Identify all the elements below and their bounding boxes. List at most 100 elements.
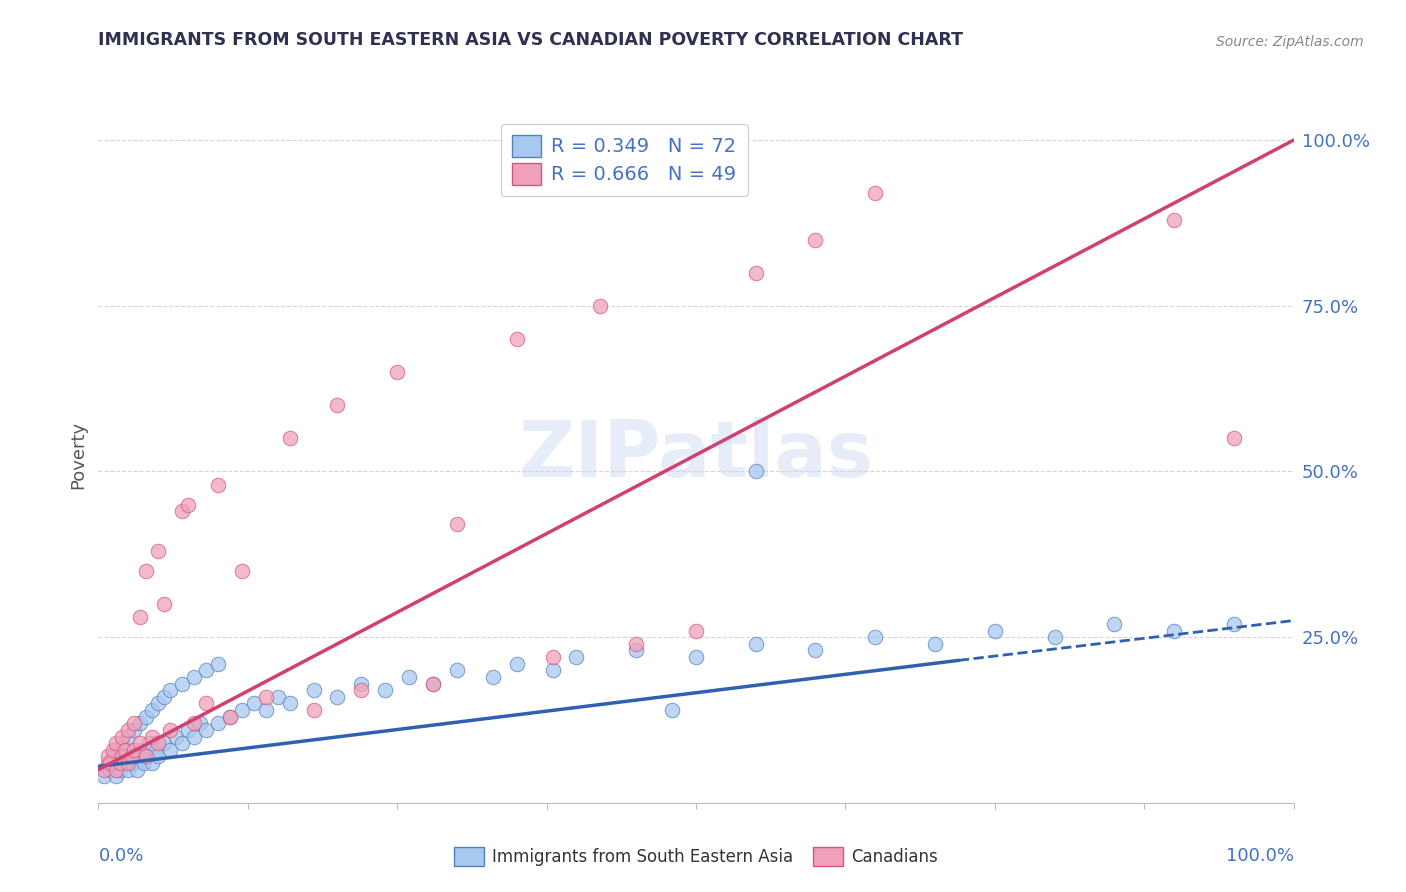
Point bbox=[141, 730, 163, 744]
Point bbox=[124, 716, 146, 731]
Point bbox=[804, 233, 827, 247]
Point bbox=[135, 709, 157, 723]
Point bbox=[101, 749, 124, 764]
Point bbox=[1222, 616, 1246, 631]
Point bbox=[97, 749, 120, 764]
Point bbox=[153, 690, 176, 704]
Point bbox=[219, 709, 242, 723]
Point bbox=[98, 756, 122, 770]
Point bbox=[685, 650, 707, 665]
Point bbox=[124, 749, 146, 764]
Point bbox=[117, 756, 139, 770]
Point bbox=[148, 749, 170, 764]
Point bbox=[105, 763, 128, 777]
Point bbox=[267, 690, 290, 704]
Y-axis label: Poverty: Poverty bbox=[69, 421, 87, 489]
Point bbox=[231, 564, 253, 578]
Point bbox=[624, 643, 647, 657]
Point bbox=[565, 650, 588, 665]
Point bbox=[172, 504, 194, 518]
Point bbox=[172, 736, 194, 750]
Text: Source: ZipAtlas.com: Source: ZipAtlas.com bbox=[1216, 35, 1364, 49]
Point bbox=[194, 663, 217, 677]
Point bbox=[506, 657, 529, 671]
Point bbox=[924, 637, 946, 651]
Point bbox=[105, 743, 128, 757]
Point bbox=[1163, 212, 1185, 227]
Point bbox=[101, 743, 124, 757]
Point bbox=[183, 670, 205, 684]
Point bbox=[745, 266, 768, 280]
Point bbox=[93, 769, 115, 783]
Point bbox=[745, 637, 768, 651]
Point bbox=[278, 697, 301, 711]
Point bbox=[125, 763, 148, 777]
Point bbox=[159, 723, 181, 737]
Text: IMMIGRANTS FROM SOUTH EASTERN ASIA VS CANADIAN POVERTY CORRELATION CHART: IMMIGRANTS FROM SOUTH EASTERN ASIA VS CA… bbox=[98, 31, 963, 49]
Point bbox=[165, 730, 187, 744]
Point bbox=[231, 703, 253, 717]
Point bbox=[135, 749, 157, 764]
Point bbox=[153, 597, 176, 611]
Point bbox=[863, 630, 886, 644]
Point bbox=[97, 756, 120, 770]
Point bbox=[589, 299, 612, 313]
Point bbox=[105, 769, 128, 783]
Point bbox=[177, 498, 200, 512]
Point bbox=[661, 703, 683, 717]
Point bbox=[302, 683, 325, 698]
Point bbox=[148, 736, 170, 750]
Point bbox=[129, 743, 152, 757]
Point bbox=[446, 663, 468, 677]
Point bbox=[1222, 431, 1246, 445]
Point bbox=[685, 624, 707, 638]
Text: ZIPatlas: ZIPatlas bbox=[519, 417, 873, 493]
Point bbox=[124, 743, 146, 757]
Point bbox=[326, 398, 349, 412]
Point bbox=[183, 716, 205, 731]
Point bbox=[148, 544, 170, 558]
Point bbox=[98, 763, 122, 777]
Point bbox=[254, 690, 277, 704]
Point bbox=[1102, 616, 1125, 631]
Point bbox=[194, 723, 217, 737]
Point bbox=[254, 703, 277, 717]
Point bbox=[350, 683, 373, 698]
Point bbox=[183, 730, 205, 744]
Point bbox=[177, 723, 200, 737]
Point bbox=[350, 676, 373, 690]
Point bbox=[243, 697, 266, 711]
Point bbox=[506, 332, 529, 346]
Point bbox=[138, 736, 160, 750]
Point bbox=[624, 637, 647, 651]
Point bbox=[302, 703, 325, 717]
Point bbox=[141, 756, 163, 770]
Point bbox=[117, 763, 139, 777]
Point bbox=[1163, 624, 1185, 638]
Point bbox=[111, 756, 134, 770]
Point bbox=[481, 670, 505, 684]
Point bbox=[863, 186, 886, 201]
Point bbox=[278, 431, 301, 445]
Point bbox=[117, 723, 139, 737]
Point bbox=[422, 676, 444, 690]
Point bbox=[135, 749, 157, 764]
Point bbox=[111, 730, 134, 744]
Point bbox=[446, 517, 468, 532]
Point bbox=[188, 716, 211, 731]
Text: 100.0%: 100.0% bbox=[1226, 847, 1294, 865]
Point bbox=[983, 624, 1005, 638]
Point bbox=[111, 749, 134, 764]
Legend: Immigrants from South Eastern Asia, Canadians: Immigrants from South Eastern Asia, Cana… bbox=[446, 839, 946, 874]
Point bbox=[804, 643, 827, 657]
Point bbox=[148, 697, 170, 711]
Text: 0.0%: 0.0% bbox=[98, 847, 143, 865]
Point bbox=[1043, 630, 1066, 644]
Point bbox=[541, 650, 564, 665]
Point bbox=[541, 663, 564, 677]
Point bbox=[219, 709, 242, 723]
Point bbox=[114, 743, 136, 757]
Point bbox=[172, 676, 194, 690]
Point bbox=[207, 477, 229, 491]
Point bbox=[111, 736, 134, 750]
